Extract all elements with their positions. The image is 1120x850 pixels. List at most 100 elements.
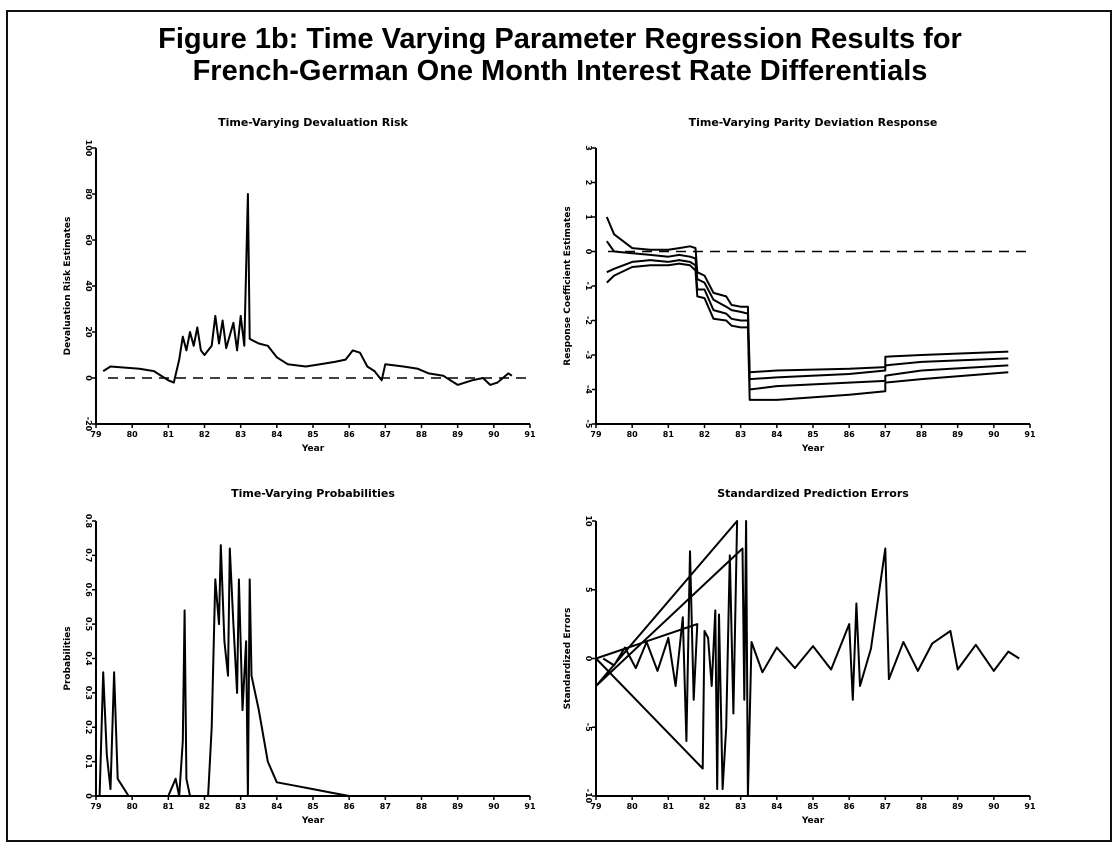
y-tick-label: 0 (84, 793, 93, 799)
panel-title: Time-Varying Probabilities (231, 487, 395, 500)
y-tick-label: 0.1 (84, 755, 93, 770)
x-tick-label: 81 (163, 802, 175, 811)
x-tick-label: 81 (663, 430, 675, 439)
x-tick-label: 85 (307, 802, 319, 811)
x-tick-label: 89 (452, 802, 464, 811)
x-tick-label: 88 (916, 430, 928, 439)
y-tick-label: -10 (584, 789, 593, 804)
x-tick-label: 89 (452, 430, 464, 439)
y-tick-label: 60 (84, 234, 93, 246)
series-line-4 (606, 262, 1009, 401)
x-tick-label: 91 (524, 802, 536, 811)
x-tick-label: 87 (880, 430, 891, 439)
x-tick-label: 86 (344, 430, 356, 439)
panel-title: Time-Varying Parity Deviation Response (689, 116, 938, 129)
x-axis-label: Year (301, 444, 325, 454)
x-tick-label: 79 (590, 430, 602, 439)
series-line-2 (605, 216, 1009, 374)
x-tick-label: 82 (699, 802, 710, 811)
x-axis-label: Year (301, 816, 325, 826)
x-axis-label: Year (801, 816, 825, 826)
series-line-3 (606, 259, 1009, 391)
x-tick-label: 83 (735, 430, 746, 439)
x-tick-label: 87 (380, 430, 391, 439)
panel-title: Standardized Prediction Errors (717, 487, 909, 500)
x-tick-label: 90 (988, 430, 1000, 439)
x-tick-label: 84 (271, 430, 283, 439)
x-tick-label: 91 (1024, 430, 1036, 439)
x-tick-label: 84 (771, 802, 783, 811)
y-tick-label: 100 (84, 140, 93, 157)
y-tick-label: -5 (584, 420, 593, 429)
x-tick-label: 90 (488, 430, 500, 439)
y-tick-label: 40 (84, 280, 93, 292)
figure-title-line2: French-German One Month Interest Rate Di… (192, 55, 928, 87)
y-tick-label: 0.6 (84, 583, 93, 598)
x-tick-label: 86 (844, 802, 856, 811)
figure-frame (6, 10, 1112, 842)
x-tick-label: 88 (916, 802, 928, 811)
y-tick-label: 0 (584, 656, 593, 662)
y-tick-label: 80 (84, 188, 93, 200)
x-tick-label: 90 (488, 802, 500, 811)
x-tick-label: 83 (235, 802, 246, 811)
y-tick-label: 20 (84, 326, 93, 338)
x-tick-label: 85 (807, 802, 819, 811)
y-tick-label: 10 (584, 515, 593, 527)
x-tick-label: 87 (880, 802, 891, 811)
panel-title: Time-Varying Devaluation Risk (218, 116, 408, 129)
x-tick-label: 81 (663, 802, 675, 811)
x-tick-label: 88 (416, 802, 428, 811)
x-tick-label: 79 (90, 430, 102, 439)
x-tick-label: 83 (735, 802, 746, 811)
x-tick-label: 85 (307, 430, 319, 439)
x-tick-label: 87 (380, 802, 391, 811)
y-tick-label: 5 (584, 587, 593, 593)
x-tick-label: 85 (807, 430, 819, 439)
x-tick-label: 86 (344, 802, 356, 811)
y-axis-label: Response Coefficient Estimates (563, 206, 573, 365)
series-line-1 (595, 520, 1020, 797)
x-tick-label: 81 (163, 430, 175, 439)
y-tick-label: 0.2 (84, 720, 93, 734)
y-tick-label: 3 (584, 145, 593, 151)
y-axis-label: Probabilities (63, 626, 73, 690)
y-tick-label: 0 (84, 375, 93, 381)
x-tick-label: 80 (627, 802, 639, 811)
series-line-1 (102, 193, 513, 386)
x-tick-label: 88 (416, 430, 428, 439)
x-tick-label: 80 (127, 430, 139, 439)
x-tick-label: 82 (699, 430, 710, 439)
x-tick-label: 82 (199, 430, 210, 439)
y-axis-label: Standardized Errors (563, 608, 573, 710)
x-tick-label: 86 (844, 430, 856, 439)
x-tick-label: 82 (199, 802, 210, 811)
y-tick-label: 0.4 (84, 651, 93, 666)
x-tick-label: 80 (127, 802, 139, 811)
x-tick-label: 79 (90, 802, 102, 811)
y-tick-label: -5 (584, 723, 593, 732)
x-tick-label: 84 (271, 802, 283, 811)
series-line-1 (605, 240, 1009, 381)
x-tick-label: 83 (235, 430, 246, 439)
y-tick-label: -1 (584, 282, 593, 291)
y-tick-label: -4 (584, 385, 593, 394)
chart-panel-2: Time-Varying Parity Deviation Response 79… (563, 116, 1036, 454)
y-tick-label: 0 (584, 249, 593, 255)
y-tick-label: 0.5 (84, 617, 93, 632)
chart-panel-3: Time-Varying Probabilities 79 80 81 82 83 84 85… (63, 487, 536, 826)
y-tick-label: -2 (584, 316, 593, 325)
figure-title-line1: Figure 1b: Time Varying Parameter Regres… (158, 23, 962, 55)
y-tick-label: -3 (584, 351, 593, 360)
x-tick-label: 90 (988, 802, 1000, 811)
y-tick-label: 0.3 (84, 686, 93, 700)
series-line-1 (98, 544, 530, 797)
x-tick-label: 84 (771, 430, 783, 439)
x-axis-label: Year (801, 444, 825, 454)
y-tick-label: 1 (584, 214, 593, 220)
y-axis-label: Devaluation Risk Estimates (63, 217, 73, 356)
chart-panel-4: Standardized Prediction Errors 79 80 81 82 83… (563, 487, 1036, 826)
x-tick-label: 91 (524, 430, 536, 439)
x-tick-label: 79 (590, 802, 602, 811)
